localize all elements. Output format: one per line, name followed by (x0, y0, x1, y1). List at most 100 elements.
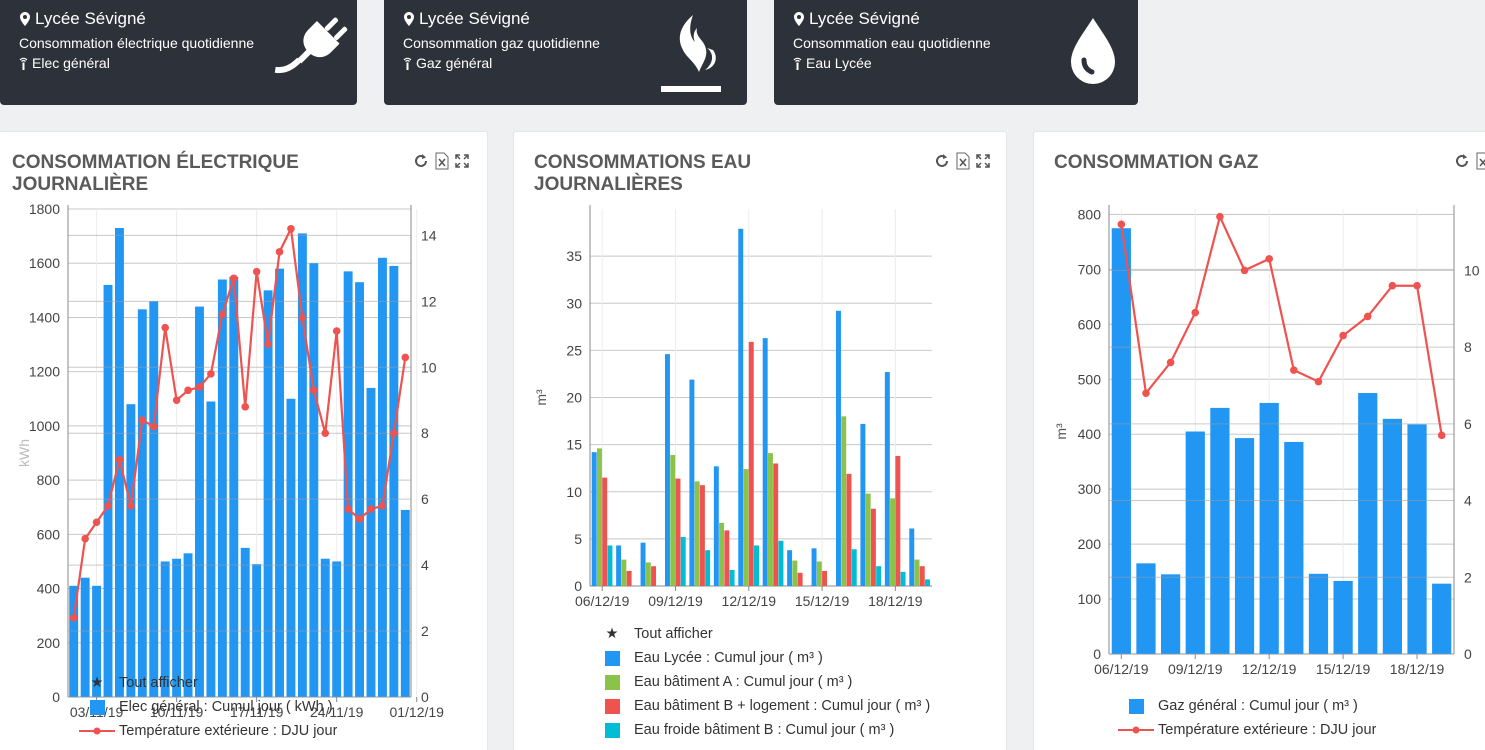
temperature-point (1388, 281, 1397, 290)
y-tick-label: 1400 (29, 309, 60, 325)
temperature-point (229, 274, 238, 283)
bar (876, 566, 882, 586)
y2-tick-label: 0 (421, 689, 429, 705)
x-tick-label: 09/12/19 (648, 593, 703, 609)
temperature-point (252, 267, 261, 276)
tile-elec[interactable]: Lycée Sévigné Consommation électrique qu… (0, 0, 357, 105)
meter-icon (793, 57, 802, 70)
temperature-point (378, 501, 387, 510)
bar (1185, 431, 1205, 654)
bar (160, 561, 170, 697)
bar (689, 379, 695, 586)
bar (841, 416, 847, 586)
x-tick-label: 06/12/19 (1094, 661, 1149, 677)
temperature-point (127, 501, 135, 510)
x-tick-label: 06/12/19 (575, 593, 630, 609)
y-axis-label: m³ (1053, 423, 1069, 440)
bar (626, 570, 632, 586)
y2-tick-label: 14 (421, 227, 437, 243)
bar (729, 569, 735, 586)
expand-icon[interactable] (455, 154, 469, 168)
bar (377, 257, 387, 697)
y-tick-label: 400 (1078, 426, 1102, 442)
legend-show-all[interactable]: ★ Tout afficher (90, 675, 198, 691)
panel-gaz: CONSOMMATION GAZ 0 100 200 300 400 500 600 700 8… (1033, 131, 1485, 750)
y2-tick-label: 6 (421, 491, 429, 507)
y2-tick-label: 4 (421, 557, 429, 573)
bar (195, 306, 204, 697)
bar (172, 558, 182, 697)
temperature-point (321, 429, 330, 438)
tile-eau[interactable]: Lycée Sévigné Consommation eau quotidien… (774, 0, 1138, 105)
x-tick-label: 24/11/19 (310, 704, 364, 720)
meter-icon (19, 57, 28, 70)
excel-export-icon[interactable] (956, 152, 970, 170)
temperature-point (1339, 331, 1347, 340)
bar (332, 561, 342, 697)
bar (263, 290, 273, 697)
bar (919, 566, 925, 586)
bar (183, 553, 193, 697)
temperature-point (298, 314, 307, 322)
y-axis-label: kWh (16, 439, 32, 467)
bar (835, 310, 841, 586)
tile-site: Lycée Sévigné (419, 9, 530, 28)
y-tick-label: 100 (1078, 591, 1102, 607)
expand-icon[interactable] (976, 154, 990, 168)
bar (724, 530, 730, 586)
bar (320, 558, 330, 697)
y-tick-label: 1800 (29, 201, 60, 217)
temperature-point (195, 383, 204, 391)
legend-eau-bat-b[interactable]: Eau bâtiment B + logement : Cumul jour (… (590, 694, 942, 718)
bar (596, 448, 602, 586)
legend-elec-bar[interactable]: Elec général : Cumul jour ( kWh ) (75, 695, 337, 719)
refresh-icon[interactable] (1454, 153, 1470, 169)
bar (1382, 418, 1403, 654)
bar (865, 493, 871, 586)
y-tick-label: 400 (37, 581, 61, 597)
y2-tick-label: 4 (1464, 493, 1472, 509)
legend-eau-bat-a[interactable]: Eau bâtiment A : Cumul jour ( m³ ) (590, 670, 942, 694)
bar (1111, 228, 1131, 654)
bar (694, 481, 700, 586)
elec-legend: ★ Tout afficher Elec général : Cumul jour… (75, 671, 337, 743)
y-tick-label: 1600 (29, 255, 60, 271)
bar (602, 477, 608, 586)
bar (914, 559, 920, 586)
legend-eau-froide-b[interactable]: Eau froide bâtiment B : Cumul jour ( m³ … (590, 718, 942, 742)
x-tick-label: 09/12/19 (1168, 661, 1223, 677)
legend-elec-temp[interactable]: Température extérieure : DJU jour (75, 719, 337, 743)
eau-chart: 0 5 10 15 20 25 30 35 06/12/19 09/12/19 12/12/19 15… (533, 205, 932, 609)
temperature-point (1240, 266, 1249, 275)
bar (92, 585, 102, 697)
bar (762, 338, 768, 586)
temperature-point (287, 224, 295, 233)
excel-export-icon[interactable] (1476, 152, 1485, 170)
excel-export-icon[interactable] (435, 152, 449, 170)
bar (240, 547, 250, 697)
y-tick-label: 10 (566, 484, 582, 500)
legend-gaz-bar[interactable]: Gaz général : Cumul jour ( m³ ) (1114, 694, 1376, 718)
bar (1259, 402, 1279, 654)
bar (909, 528, 915, 586)
tile-desc: Consommation gaz quotidienne (403, 35, 600, 51)
tile-gaz[interactable]: Lycée Sévigné Consommation gaz quotidien… (384, 0, 747, 105)
temperature-point (69, 614, 78, 622)
bar (137, 309, 147, 697)
y-tick-label: 15 (566, 437, 582, 453)
bar (1308, 573, 1329, 654)
bar (1160, 574, 1181, 654)
y-tick-label: 5 (574, 531, 582, 547)
refresh-icon[interactable] (413, 153, 429, 169)
bar (309, 263, 319, 697)
y-tick-label: 1200 (29, 364, 60, 380)
bar (670, 454, 676, 586)
refresh-icon[interactable] (934, 153, 950, 169)
y2-tick-label: 6 (1464, 416, 1472, 432)
legend-show-all[interactable]: ★ Tout afficher (605, 626, 713, 642)
bar (206, 401, 216, 697)
temperature-point (390, 429, 398, 438)
legend-eau-lycee[interactable]: Eau Lycée : Cumul jour ( m³ ) (590, 646, 942, 670)
legend-gaz-temp[interactable]: Température extérieure : DJU jour (1114, 718, 1376, 742)
